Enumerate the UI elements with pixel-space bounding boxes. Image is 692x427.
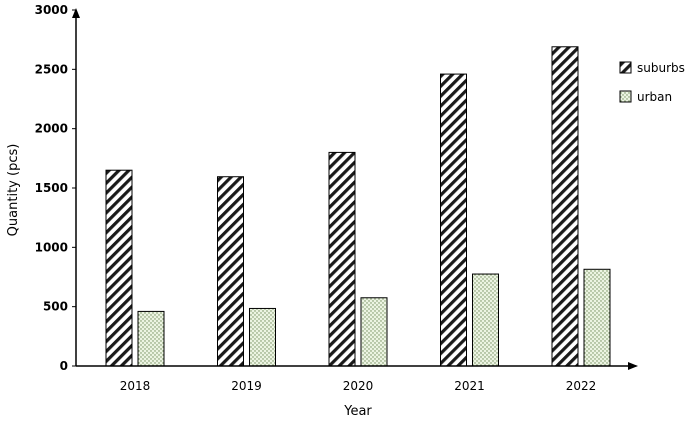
x-tick-label: 2019 (231, 379, 262, 393)
bar-suburbs-2018 (105, 169, 133, 367)
x-tick-label: 2018 (120, 379, 151, 393)
bar-suburbs-2020 (328, 151, 356, 367)
bar-urban-2018 (137, 310, 165, 367)
legend-label-suburbs: suburbs (637, 61, 685, 75)
legend-swatch-suburbs (619, 61, 632, 74)
x-tick-label: 2021 (454, 379, 485, 393)
x-axis-ticks: 2018 2019 2020 2021 2022 (120, 379, 597, 393)
bar-suburbs-2021 (440, 73, 467, 367)
bar-urban-2021 (472, 273, 499, 367)
bar-suburbs-2022 (551, 46, 579, 367)
bar-urban-2019 (249, 307, 276, 367)
x-tick-label: 2022 (566, 379, 597, 393)
bar-urban-2022 (583, 268, 611, 367)
y-tick-label: 3000 (35, 3, 68, 17)
y-tick-label: 500 (43, 300, 68, 314)
y-axis-label: Quantity (pcs) (6, 144, 21, 237)
bar-urban-2020 (360, 297, 388, 367)
bar-suburbs-2019 (217, 176, 244, 367)
y-tick-label: 1000 (35, 240, 68, 254)
x-tick-label: 2020 (343, 379, 374, 393)
x-axis-label: Year (343, 404, 372, 419)
y-tick-label: 2000 (35, 122, 68, 136)
bars (105, 46, 611, 367)
y-tick-label: 0 (60, 359, 68, 373)
legend-label-urban: urban (637, 90, 672, 104)
legend: suburbs urban (619, 61, 685, 104)
y-axis-ticks: 0 500 1000 1500 2000 2500 3000 (35, 3, 76, 373)
legend-swatch-urban (619, 90, 632, 103)
y-tick-label: 2500 (35, 62, 68, 76)
y-tick-label: 1500 (35, 181, 68, 195)
